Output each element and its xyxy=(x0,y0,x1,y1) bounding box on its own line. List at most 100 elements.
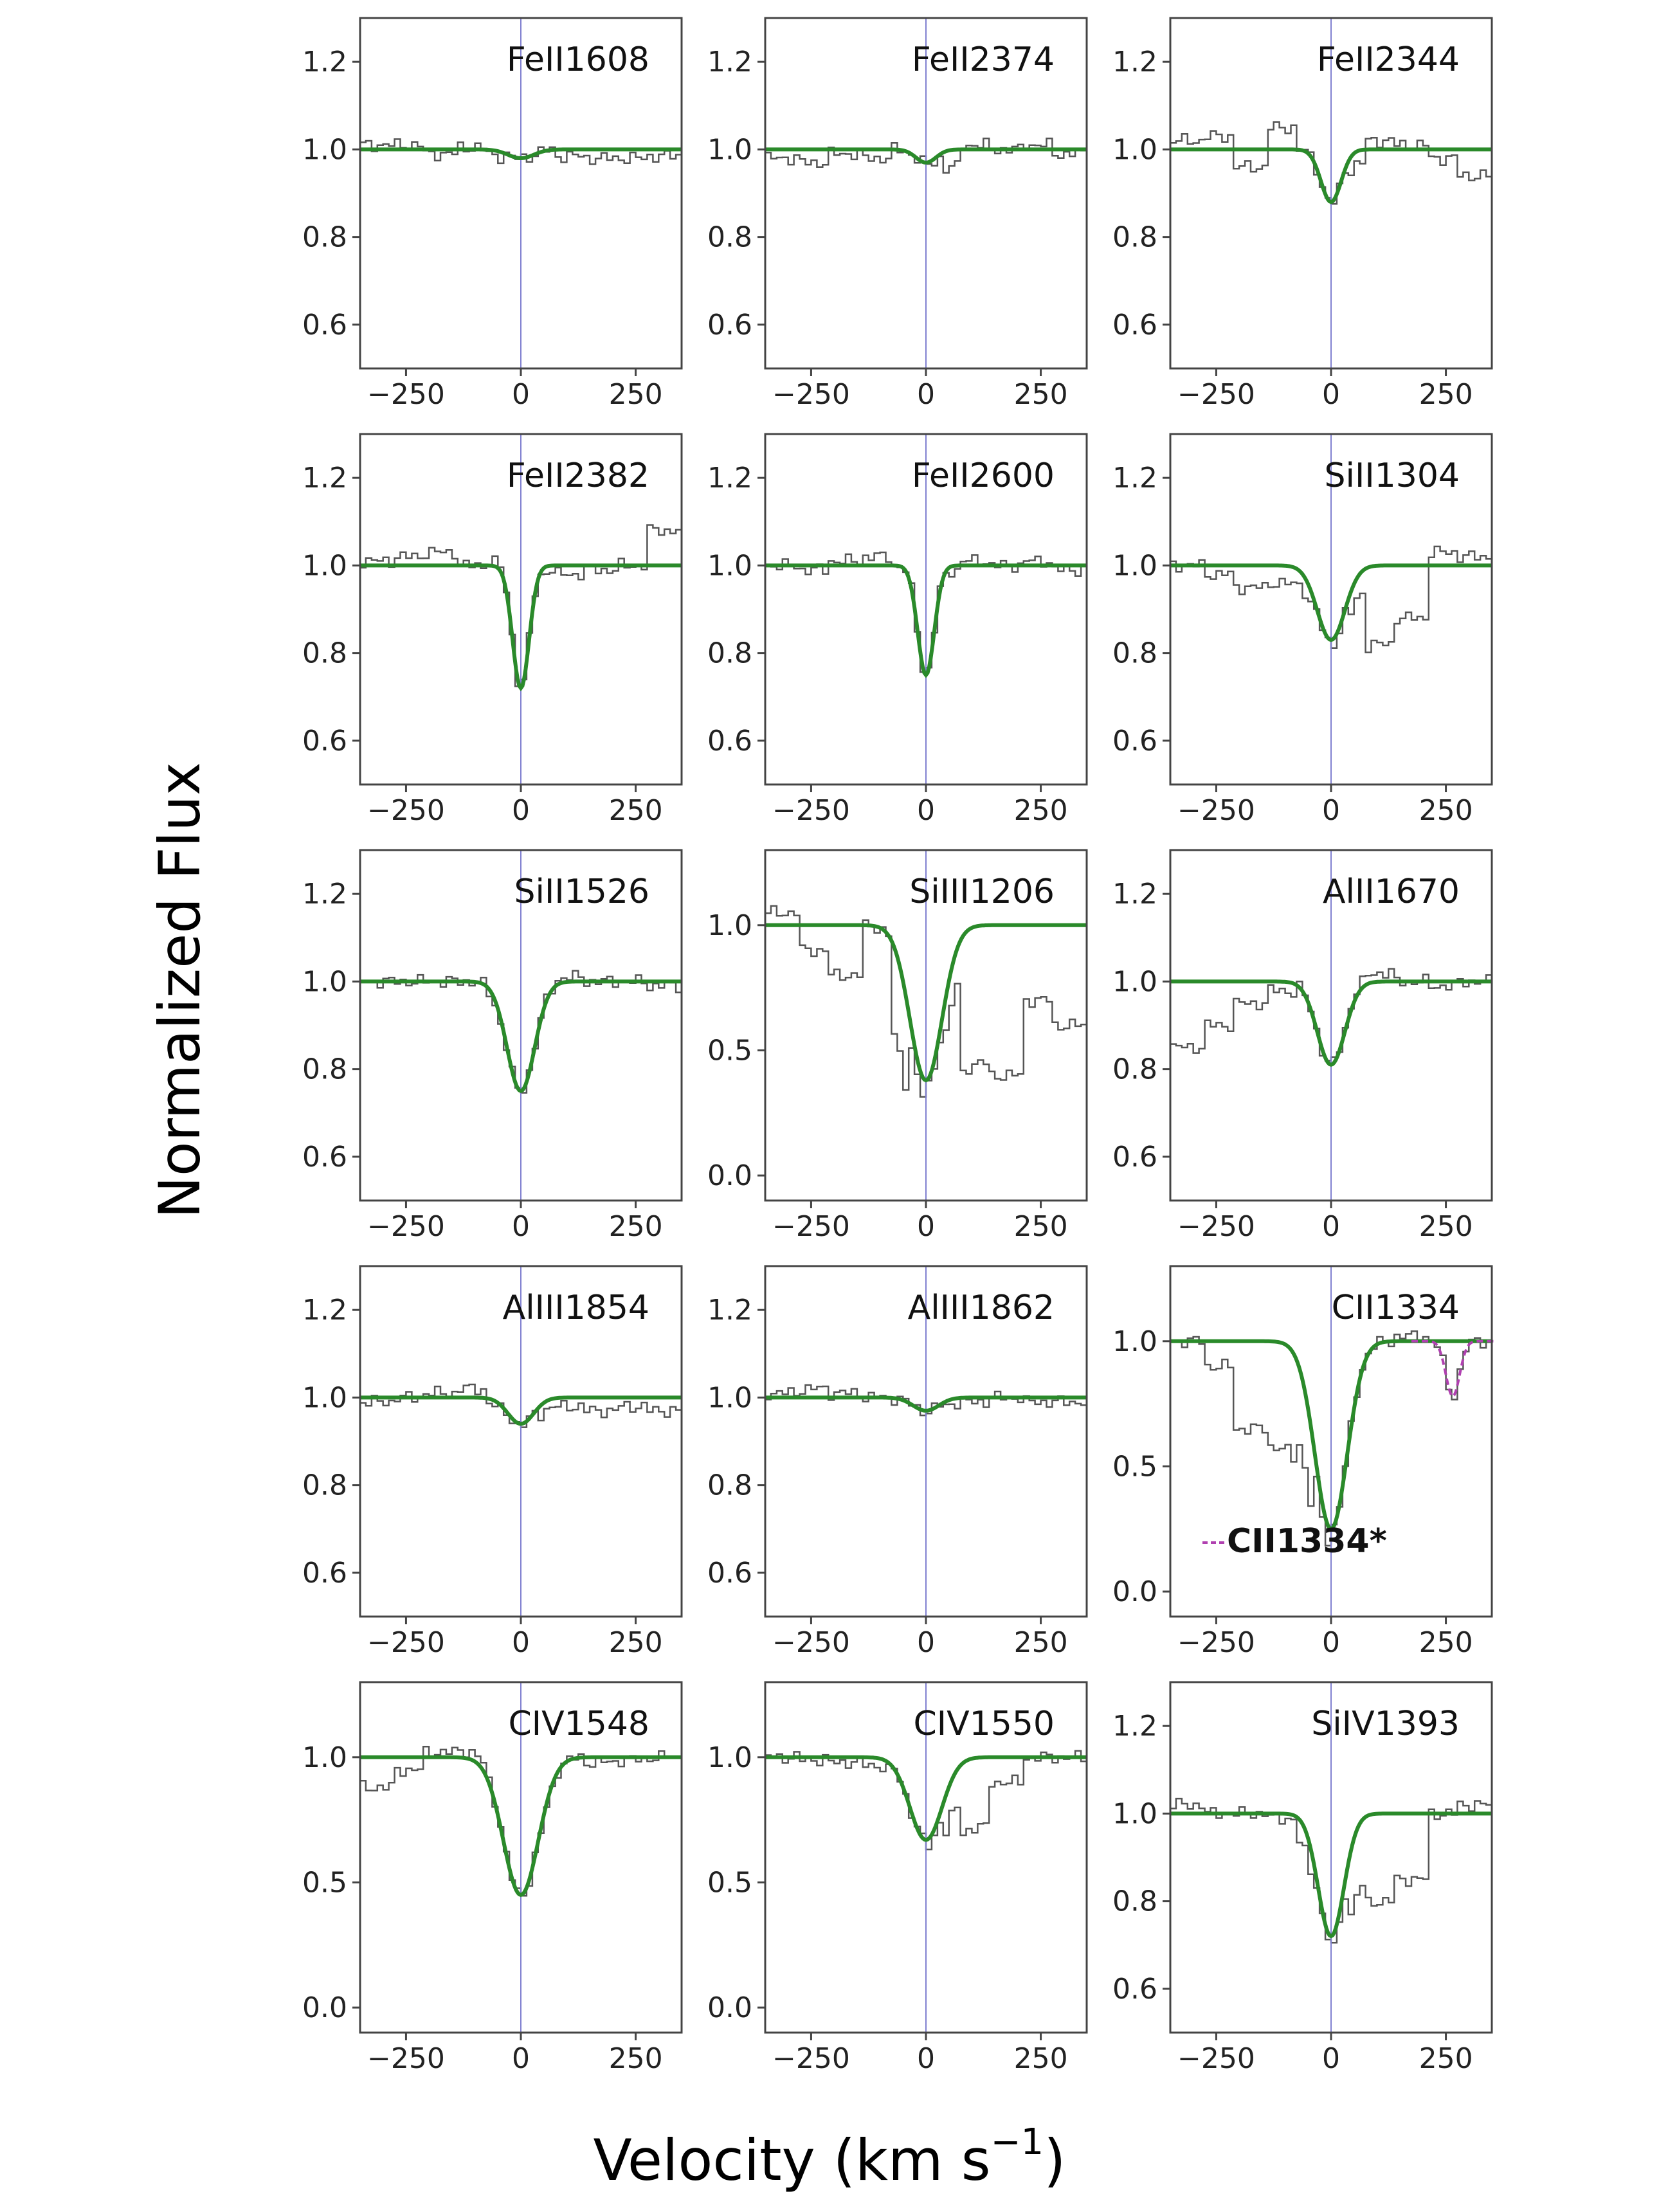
y-tick-label: 0.8 xyxy=(1112,221,1157,254)
y-tick-label: 1.2 xyxy=(1112,878,1157,911)
y-tick-label: 0.6 xyxy=(1112,309,1157,341)
x-tick-label: 0 xyxy=(917,1210,935,1243)
fit-line xyxy=(1170,563,1492,642)
x-tick-label: 0 xyxy=(1322,378,1340,411)
fit-line xyxy=(1170,979,1492,1067)
x-tick-label: −250 xyxy=(1177,2042,1255,2075)
panel-title: CIV1548 xyxy=(508,1705,649,1743)
x-tick-label: −250 xyxy=(772,1210,850,1243)
panel-title: FeII2374 xyxy=(912,41,1055,79)
y-tick-label: 1.2 xyxy=(707,462,752,494)
fit-line xyxy=(765,1755,1087,1842)
y-tick-label: 1.0 xyxy=(302,1741,347,1774)
y-tick-label: 0.6 xyxy=(707,309,752,341)
panel-siii1526: −250 0 250 0.6 0.8 1.0 1.2 SiII1526 xyxy=(302,849,683,1243)
panel-siiv1393: −250 0 250 0.6 0.8 1.0 1.2 SiIV1393 xyxy=(1112,1681,1493,2075)
y-tick-label: 1.0 xyxy=(302,549,347,582)
cii-star-component xyxy=(1411,1339,1494,1398)
y-tick-label: 1.0 xyxy=(707,133,752,166)
y-tick-label: 1.2 xyxy=(302,46,347,78)
panel-feii2600: −250 0 250 0.6 0.8 1.0 1.2 FeII2600 xyxy=(707,433,1088,827)
fit-line xyxy=(360,1755,682,1898)
x-tick-label: 0 xyxy=(917,378,935,411)
fit-line xyxy=(765,923,1087,1083)
x-tick-label: 250 xyxy=(1419,378,1473,411)
x-tick-label: 250 xyxy=(609,378,663,411)
x-tick-label: −250 xyxy=(367,2042,445,2075)
fit-line xyxy=(1170,1339,1492,1532)
x-tick-label: 250 xyxy=(1014,378,1068,411)
x-tick-label: 0 xyxy=(512,1626,530,1659)
x-tick-label: −250 xyxy=(1177,1210,1255,1243)
x-tick-label: 0 xyxy=(917,2042,935,2075)
fit-line xyxy=(1170,147,1492,204)
x-axis-label-close: ) xyxy=(1044,2127,1065,2193)
x-tick-label: −250 xyxy=(1177,378,1255,411)
x-tick-label: 250 xyxy=(609,2042,663,2075)
y-tick-label: 0.8 xyxy=(707,221,752,254)
x-tick-label: 250 xyxy=(1419,2042,1473,2075)
y-tick-label: 1.2 xyxy=(1112,1710,1157,1743)
panel-title: SiII1526 xyxy=(514,873,649,911)
panel-title: SiIII1206 xyxy=(909,873,1055,911)
x-tick-label: 0 xyxy=(917,794,935,827)
y-tick-label: 0.6 xyxy=(707,725,752,757)
fit-line xyxy=(360,147,682,161)
fit-line xyxy=(765,563,1087,678)
x-tick-label: 0 xyxy=(512,378,530,411)
y-tick-label: 0.8 xyxy=(302,637,347,670)
panel-grid: −250 0 250 0.6 0.8 1.0 1.2 FeII1608 −250 0 250 0.6 0… xyxy=(302,17,1494,2075)
y-tick-label: 0.6 xyxy=(1112,725,1157,757)
x-tick-label: 250 xyxy=(1419,794,1473,827)
y-tick-label: 0.8 xyxy=(1112,637,1157,670)
y-tick-label: 1.2 xyxy=(707,1294,752,1327)
panel-title: SiIV1393 xyxy=(1311,1705,1460,1743)
x-tick-label: 250 xyxy=(609,794,663,827)
x-tick-label: 250 xyxy=(1014,2042,1068,2075)
y-tick-label: 1.0 xyxy=(1112,965,1157,998)
x-tick-label: 0 xyxy=(1322,794,1340,827)
x-tick-label: 250 xyxy=(1419,1626,1473,1659)
panel-title: CIV1550 xyxy=(913,1705,1055,1743)
x-tick-label: 0 xyxy=(1322,1210,1340,1243)
fit-line xyxy=(360,563,682,692)
y-tick-label: 0.0 xyxy=(707,1159,752,1192)
x-tick-label: 250 xyxy=(609,1626,663,1659)
x-tick-label: −250 xyxy=(1177,1626,1255,1659)
x-tick-label: −250 xyxy=(367,1210,445,1243)
y-tick-label: 0.8 xyxy=(1112,1053,1157,1086)
y-tick-label: 0.8 xyxy=(302,221,347,254)
x-tick-label: 250 xyxy=(609,1210,663,1243)
x-tick-label: 250 xyxy=(1014,1626,1068,1659)
fit-line xyxy=(1170,1811,1492,1939)
y-tick-label: 0.6 xyxy=(1112,1973,1157,2006)
x-tick-label: −250 xyxy=(772,378,850,411)
x-axis-label-main: Velocity (km s xyxy=(594,2127,991,2193)
x-axis-label-sup: −1 xyxy=(991,2121,1044,2163)
x-tick-label: 250 xyxy=(1419,1210,1473,1243)
x-tick-label: 0 xyxy=(917,1626,935,1659)
y-tick-label: 1.0 xyxy=(302,1381,347,1414)
y-tick-label: 0.6 xyxy=(302,1557,347,1590)
y-tick-label: 1.2 xyxy=(1112,46,1157,78)
x-tick-label: 250 xyxy=(1014,1210,1068,1243)
panel-title: AlIII1854 xyxy=(503,1289,649,1327)
x-tick-label: 0 xyxy=(512,794,530,827)
fit-line xyxy=(765,147,1087,165)
y-tick-label: 1.0 xyxy=(707,549,752,582)
x-axis-label: Velocity (km s−1) xyxy=(594,2121,1066,2193)
y-tick-label: 1.0 xyxy=(707,1381,752,1414)
y-tick-label: 0.8 xyxy=(1112,1885,1157,1918)
y-tick-label: 1.0 xyxy=(302,965,347,998)
panel-title: AlIII1862 xyxy=(908,1289,1055,1327)
panel-title: FeII2344 xyxy=(1317,41,1460,79)
x-tick-label: −250 xyxy=(367,794,445,827)
y-tick-label: 0.8 xyxy=(302,1053,347,1086)
y-tick-label: 0.8 xyxy=(302,1469,347,1502)
x-tick-label: −250 xyxy=(1177,794,1255,827)
y-tick-label: 0.8 xyxy=(707,637,752,670)
y-tick-label: 0.6 xyxy=(302,725,347,757)
y-tick-label: 0.5 xyxy=(1112,1450,1157,1483)
panel-feii1608: −250 0 250 0.6 0.8 1.0 1.2 FeII1608 xyxy=(302,17,683,411)
